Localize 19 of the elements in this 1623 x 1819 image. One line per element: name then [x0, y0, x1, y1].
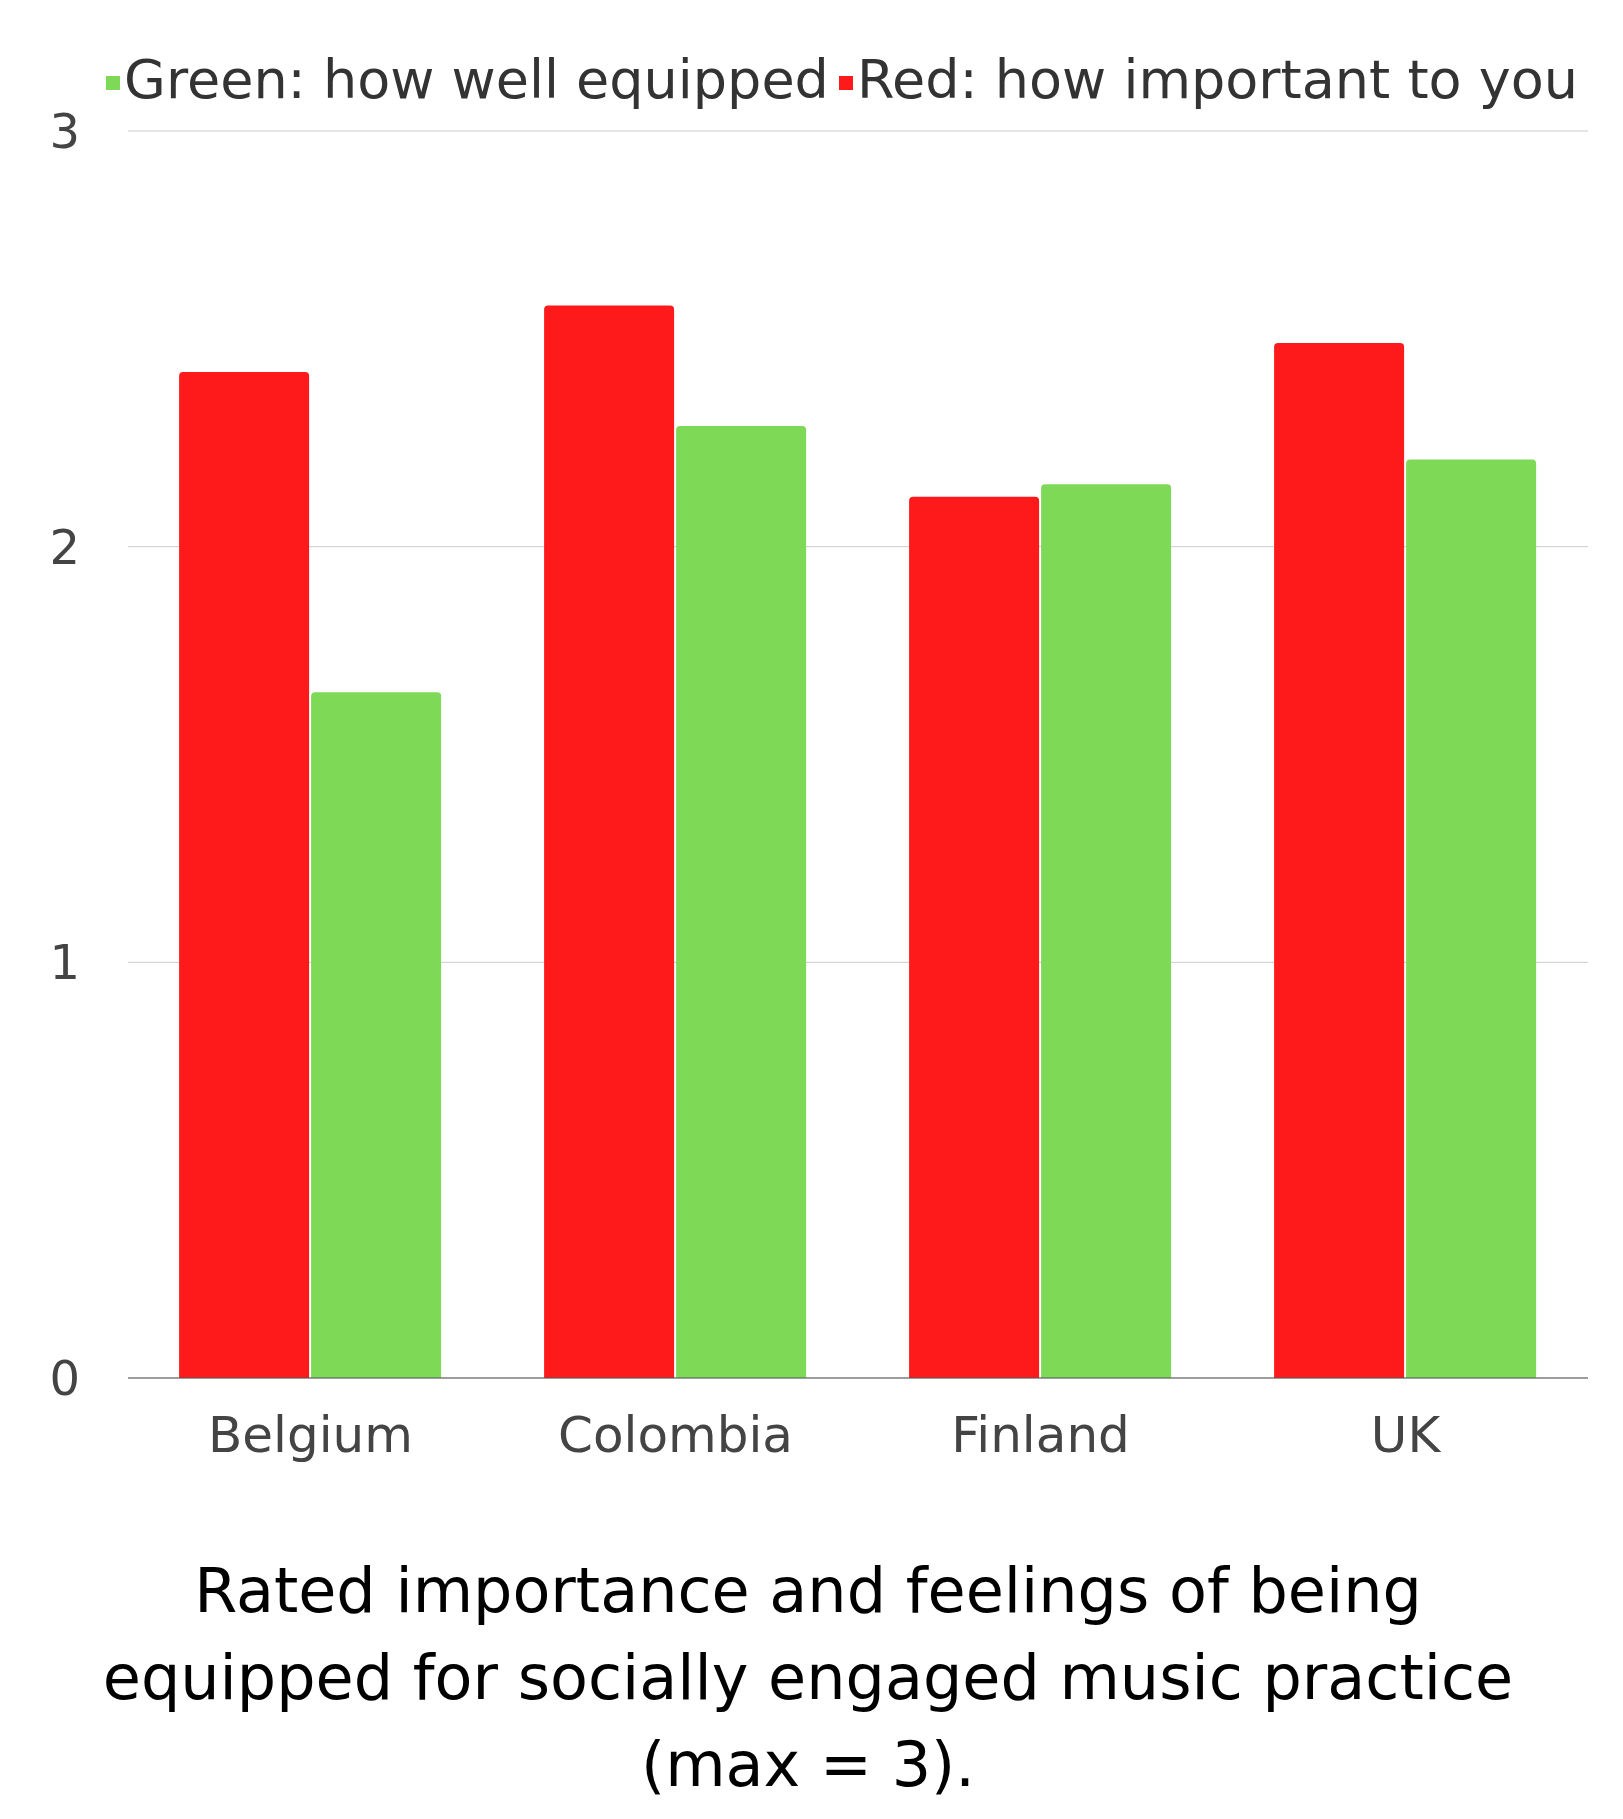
legend-label: Red: how important to you [856, 48, 1578, 111]
x-tick-label: UK [1370, 1405, 1442, 1464]
y-tick-label: 0 [49, 1350, 80, 1407]
bar [1041, 484, 1172, 1378]
y-tick-label: 2 [49, 518, 80, 575]
bar [544, 305, 675, 1378]
bar [311, 692, 442, 1378]
x-tick-label: Colombia [558, 1405, 793, 1464]
x-tick-label: Belgium [208, 1405, 413, 1464]
text: Rated importance and feelings of being equipped for socially engaged music practice (max = 3). [101, 1553, 1515, 1803]
bar [179, 372, 310, 1378]
y-tick-label: 1 [49, 934, 80, 991]
bar [909, 496, 1040, 1378]
y-tick-label: 3 [49, 103, 80, 160]
bar [676, 426, 807, 1378]
x-tick-label: Finland [951, 1405, 1130, 1464]
legend-label: Green: how well equipped [124, 48, 829, 111]
bar [1274, 342, 1405, 1378]
bar [1406, 459, 1537, 1378]
